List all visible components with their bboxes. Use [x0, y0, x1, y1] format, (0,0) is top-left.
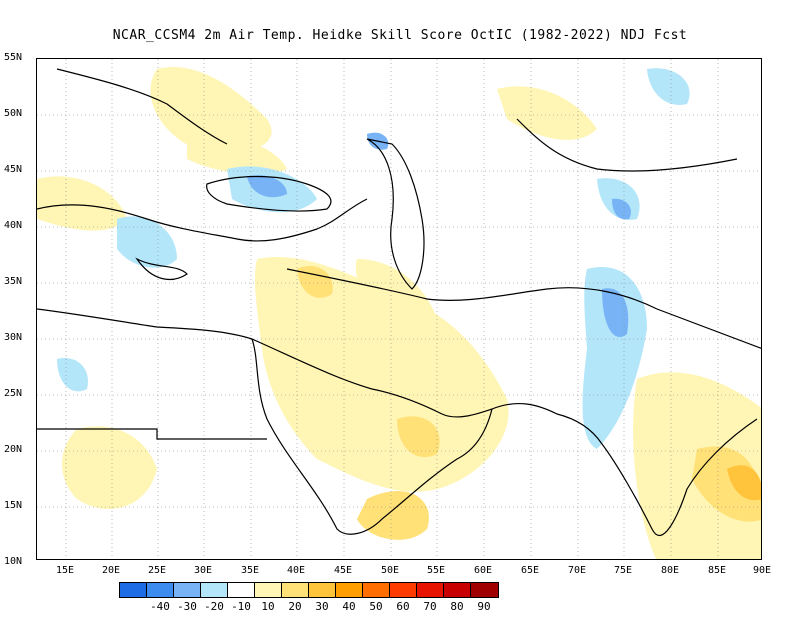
lat-label: 30N: [4, 332, 23, 343]
map-canvas: [37, 59, 761, 559]
colorbar-label: 30: [315, 600, 329, 613]
colorbar-label: 10: [261, 600, 275, 613]
colorbar-cell: [282, 583, 309, 597]
colorbar-label: 40: [342, 600, 356, 613]
lon-label: 40E: [286, 565, 306, 576]
colorbar-cell: [201, 583, 228, 597]
shade-positive: [254, 257, 509, 492]
chart-title: NCAR_CCSM4 2m Air Temp. Heidke Skill Sco…: [112, 28, 688, 43]
lat-label: 45N: [4, 164, 23, 175]
colorbar-cell: [363, 583, 390, 597]
lon-label: 25E: [147, 565, 167, 576]
lat-label: 35N: [4, 276, 23, 287]
lon-label: 45E: [333, 565, 353, 576]
lon-label: 50E: [380, 565, 400, 576]
lat-label: 25N: [4, 388, 23, 399]
colorbar-cell: [120, 583, 147, 597]
colorbar-label: 60: [396, 600, 410, 613]
colorbar-label: 20: [288, 600, 302, 613]
colorbar-cell: [309, 583, 336, 597]
shade-negative: [117, 216, 177, 268]
lon-label: 15E: [55, 565, 75, 576]
lon-label: 55E: [426, 565, 446, 576]
shade-positive: [150, 67, 272, 153]
colorbar: [119, 582, 499, 598]
lon-label: 90E: [752, 565, 772, 576]
colorbar-label: -30: [177, 600, 197, 613]
shade-negative: [247, 175, 287, 198]
colorbar-label: -20: [204, 600, 224, 613]
colorbar-cell: [471, 583, 498, 597]
shade-negative: [647, 68, 690, 105]
shade-negative: [57, 358, 88, 392]
lat-label: 20N: [4, 444, 23, 455]
shade-negative: [602, 288, 629, 337]
shade-positive: [397, 416, 440, 458]
colorbar-label: 50: [369, 600, 383, 613]
colorbar-label: 70: [423, 600, 437, 613]
colorbar-cell: [228, 583, 255, 597]
lon-label: 75E: [613, 565, 633, 576]
lat-label: 15N: [4, 500, 23, 511]
lon-label: 65E: [520, 565, 540, 576]
lat-label: 50N: [4, 108, 23, 119]
colorbar-label: -10: [231, 600, 251, 613]
lat-label: 55N: [4, 52, 23, 63]
shade-positive: [692, 446, 761, 522]
lon-label: 85E: [707, 565, 727, 576]
colorbar-label: -40: [150, 600, 170, 613]
shade-negative: [612, 198, 632, 220]
lon-label: 80E: [660, 565, 680, 576]
coastlines: [37, 68, 761, 537]
shade-positive: [297, 265, 333, 298]
colorbar-cell: [336, 583, 363, 597]
lon-label: 70E: [567, 565, 587, 576]
shade-positive: [497, 86, 597, 140]
lon-label: 30E: [193, 565, 213, 576]
lat-label: 10N: [4, 556, 23, 567]
lon-label: 20E: [101, 565, 121, 576]
colorbar-label: 80: [450, 600, 464, 613]
shade-positive: [355, 259, 437, 330]
colorbar-cell: [147, 583, 174, 597]
shade-positive: [357, 490, 429, 540]
colorbar-label: 90: [477, 600, 491, 613]
shade-negative: [582, 267, 647, 449]
colorbar-cell: [417, 583, 444, 597]
lon-label: 60E: [473, 565, 493, 576]
colorbar-cell: [255, 583, 282, 597]
shade-positive: [37, 176, 127, 231]
skill-shading: [37, 67, 761, 559]
colorbar-cell: [390, 583, 417, 597]
shade-positive: [187, 136, 287, 175]
colorbar-cell: [444, 583, 471, 597]
lat-label: 40N: [4, 220, 23, 231]
colorbar-cell: [174, 583, 201, 597]
shade-positive: [62, 426, 157, 509]
shade-positive: [727, 465, 761, 501]
map-plot-area: [36, 58, 762, 560]
lon-label: 35E: [240, 565, 260, 576]
